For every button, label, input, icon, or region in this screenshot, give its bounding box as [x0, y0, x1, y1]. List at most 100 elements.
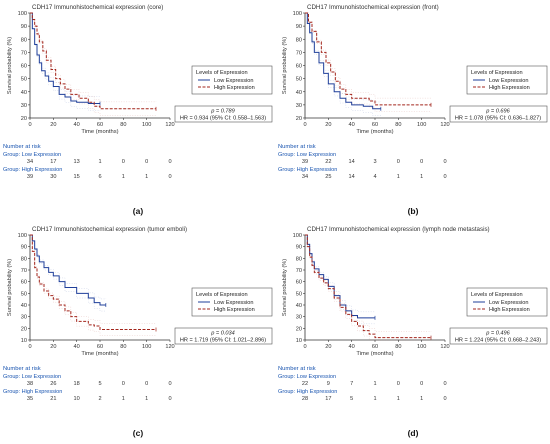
x-tick-label: 80 — [395, 344, 401, 350]
x-tick-label: 60 — [97, 344, 103, 350]
risk-count: 6 — [98, 174, 101, 180]
legend-entry: High Expression — [489, 85, 530, 91]
risk-count: 15 — [74, 174, 80, 180]
p-value: p = 0.034 — [210, 331, 234, 337]
y-tick-label: 90 — [296, 245, 302, 251]
risk-count: 0 — [420, 381, 423, 387]
x-tick-label: 40 — [74, 344, 80, 350]
risk-count: 14 — [349, 159, 355, 165]
panel-label: (c) — [133, 428, 144, 438]
risk-table-header: Number at risk — [3, 366, 41, 372]
stats-box — [449, 327, 548, 345]
confidence-band-high — [305, 234, 432, 332]
risk-group-label: Group: Low Expression — [278, 152, 336, 158]
x-tick-label: 120 — [165, 122, 174, 128]
legend-entry: High Expression — [214, 85, 255, 91]
y-tick-label: 80 — [296, 37, 302, 43]
confidence-band-high — [30, 234, 157, 337]
chart-title: CDH17 Immunohistochemical expression (co… — [32, 4, 163, 11]
risk-count: 30 — [50, 174, 56, 180]
chart-title: CDH17 Immunohistochemical expression (tu… — [32, 226, 187, 233]
y-axis-label: Survival probability (%) — [282, 37, 288, 94]
x-tick-label: 20 — [325, 122, 331, 128]
risk-count: 9 — [327, 381, 330, 387]
y-tick-label: 20 — [21, 116, 27, 122]
panel-label: (a) — [133, 206, 144, 216]
risk-count: 0 — [443, 381, 446, 387]
y-tick-label: 10 — [296, 338, 302, 344]
risk-count: 0 — [443, 174, 446, 180]
y-tick-label: 90 — [21, 24, 27, 30]
risk-count: 0 — [168, 396, 171, 402]
y-tick-label: 90 — [296, 24, 302, 30]
y-tick-label: 40 — [296, 303, 302, 309]
stats-box — [174, 327, 273, 345]
x-tick-label: 80 — [120, 344, 126, 350]
x-tick-label: 100 — [142, 344, 151, 350]
y-tick-label: 40 — [21, 90, 27, 96]
risk-count: 0 — [122, 159, 125, 165]
y-tick-label: 70 — [296, 268, 302, 274]
y-tick-label: 60 — [21, 64, 27, 70]
confidence-band-high — [305, 234, 431, 341]
risk-count: 0 — [397, 381, 400, 387]
panel-label: (b) — [408, 206, 419, 216]
x-tick-label: 40 — [349, 122, 355, 128]
confidence-band-low — [30, 12, 101, 111]
x-tick-label: 0 — [303, 122, 306, 128]
risk-count: 5 — [98, 381, 101, 387]
x-tick-label: 0 — [303, 344, 306, 350]
risk-count: 0 — [397, 159, 400, 165]
risk-count: 10 — [74, 396, 80, 402]
risk-count: 22 — [325, 159, 331, 165]
risk-count: 1 — [122, 396, 125, 402]
risk-count: 0 — [168, 381, 171, 387]
y-tick-label: 40 — [296, 90, 302, 96]
risk-group-label: Group: High Expression — [3, 389, 62, 395]
risk-count: 18 — [74, 381, 80, 387]
confidence-band-low — [305, 12, 382, 117]
stats-box — [449, 105, 548, 123]
risk-count: 0 — [168, 174, 171, 180]
x-tick-label: 100 — [142, 122, 151, 128]
y-tick-label: 20 — [296, 326, 302, 332]
risk-group-label: Group: Low Expression — [3, 374, 61, 380]
risk-table-header: Number at risk — [278, 366, 316, 372]
km-curve-high-expression — [30, 12, 156, 110]
hazard-ratio: HR = 1.224 (95% CI: 0.668–2.243) — [455, 338, 541, 344]
x-tick-label: 80 — [120, 122, 126, 128]
y-tick-label: 100 — [18, 11, 27, 17]
km-curve-high-expression — [30, 234, 156, 330]
p-value: p = 0.496 — [485, 331, 510, 337]
risk-count: 17 — [50, 159, 56, 165]
chart-title: CDH17 Immunohistochemical expression (fr… — [307, 4, 439, 11]
risk-table-header: Number at risk — [3, 144, 41, 150]
x-axis-label: Time (months) — [81, 351, 118, 357]
y-tick-label: 10 — [21, 338, 27, 344]
risk-group-label: Group: High Expression — [3, 167, 62, 173]
risk-count: 22 — [302, 381, 308, 387]
y-tick-label: 30 — [296, 315, 302, 321]
risk-count: 34 — [302, 174, 308, 180]
risk-count: 39 — [27, 174, 33, 180]
y-tick-label: 100 — [18, 233, 27, 239]
risk-count: 0 — [168, 159, 171, 165]
y-tick-label: 90 — [21, 245, 27, 251]
confidence-band-high — [30, 234, 157, 324]
x-tick-label: 100 — [417, 344, 426, 350]
risk-count: 3 — [373, 159, 376, 165]
x-tick-label: 0 — [28, 344, 31, 350]
y-tick-label: 80 — [21, 37, 27, 43]
x-tick-label: 80 — [395, 122, 401, 128]
x-tick-label: 60 — [97, 122, 103, 128]
y-tick-label: 80 — [21, 256, 27, 262]
risk-count: 34 — [27, 159, 33, 165]
p-value: p = 0.789 — [210, 109, 234, 115]
x-tick-label: 20 — [50, 122, 56, 128]
y-tick-label: 30 — [21, 315, 27, 321]
risk-group-label: Group: Low Expression — [278, 374, 336, 380]
km-curve-low-expression — [30, 234, 106, 306]
hazard-ratio: HR = 1.078 (95% CI: 0.636–1.827) — [455, 116, 541, 122]
x-tick-label: 120 — [440, 122, 449, 128]
